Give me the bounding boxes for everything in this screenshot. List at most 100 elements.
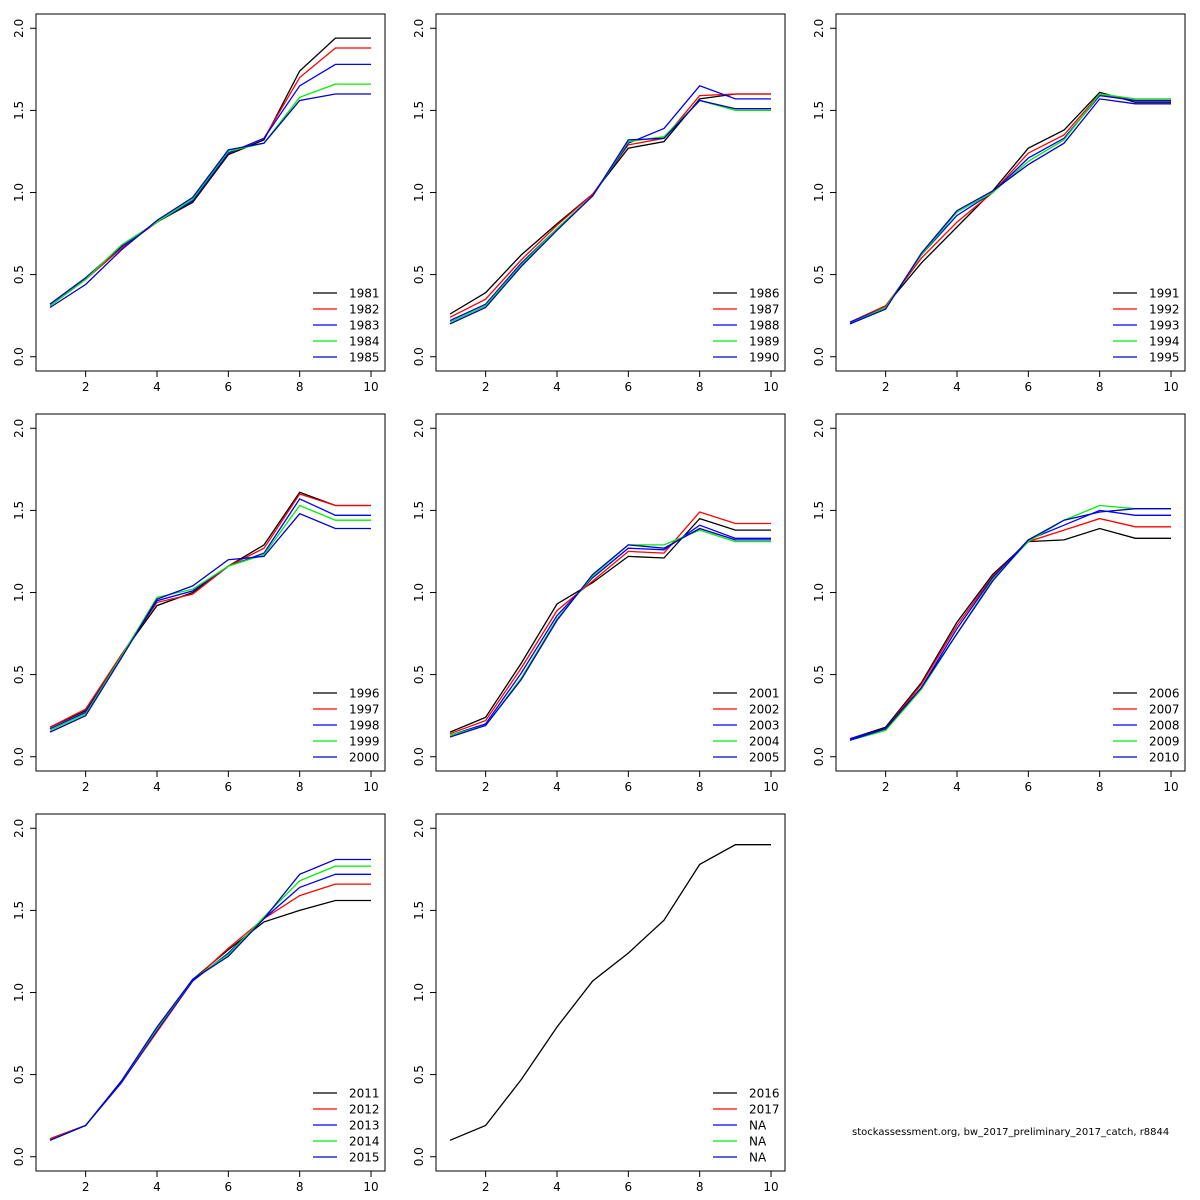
y-tick-label: 0.5 [812, 265, 826, 284]
series-line-1985 [49, 93, 371, 309]
x-tick-label: 6 [625, 1180, 633, 1194]
legend-label: 1985 [349, 351, 380, 365]
y-tick-label: 0.5 [412, 665, 426, 684]
plot-frame [835, 13, 1186, 372]
x-tick-label: 4 [153, 380, 161, 394]
y-tick-label: 1.5 [12, 501, 26, 520]
y-tick-label: 0.0 [12, 347, 26, 366]
legend-label: 1997 [349, 703, 380, 717]
x-tick-label: 2 [882, 380, 890, 394]
series-line-1991 [849, 91, 1171, 323]
panel-1: 2 4 6 8 10 0.0 0.5 1.0 1.5 2.0 1981 1982 1983 1984 198… [12, 13, 386, 394]
y-tick-label: 0.0 [12, 1147, 26, 1166]
series-line-1987 [449, 93, 771, 318]
legend-label: 1994 [1149, 335, 1180, 349]
series-line-2014 [49, 865, 371, 1141]
legend-label: 2016 [749, 1087, 780, 1101]
series-line-2004 [449, 529, 771, 737]
plot-frame [435, 813, 786, 1172]
legend-label: 1992 [1149, 303, 1180, 317]
series-line-2013 [49, 873, 371, 1141]
legend-label: 2010 [1149, 751, 1180, 765]
series-line-2015 [49, 858, 371, 1141]
series-line-1981 [49, 37, 371, 305]
x-tick-label: 2 [82, 1180, 90, 1194]
x-tick-label: 4 [153, 1180, 161, 1194]
legend-label: 2004 [749, 735, 780, 749]
y-tick-label: 1.0 [812, 183, 826, 202]
legend-label: 1990 [749, 351, 780, 365]
legend-label: 2006 [1149, 687, 1180, 701]
legend-label: 1987 [749, 303, 780, 317]
x-tick-label: 10 [363, 780, 378, 794]
x-tick-label: 8 [1096, 380, 1104, 394]
series-line-1984 [49, 83, 371, 307]
legend-label: 1988 [749, 319, 780, 333]
series-line-2008 [849, 509, 1171, 740]
x-tick-label: 2 [82, 780, 90, 794]
y-tick-label: 0.5 [12, 1065, 26, 1084]
x-tick-label: 10 [363, 1180, 378, 1194]
y-tick-label: 2.0 [412, 19, 426, 38]
x-tick-label: 4 [153, 780, 161, 794]
x-tick-label: 6 [225, 1180, 233, 1194]
x-tick-label: 6 [1025, 780, 1033, 794]
x-tick-label: 6 [1025, 380, 1033, 394]
y-tick-label: 2.0 [12, 419, 26, 438]
legend-label: 1991 [1149, 287, 1180, 301]
x-tick-label: 10 [763, 1180, 778, 1194]
y-tick-label: 1.5 [812, 501, 826, 520]
y-tick-label: 1.0 [12, 183, 26, 202]
y-tick-label: 1.0 [812, 583, 826, 602]
y-tick-label: 1.5 [12, 101, 26, 120]
panel-3: 2 4 6 8 10 0.0 0.5 1.0 1.5 2.0 1991 1992 1993 1994 199… [812, 13, 1186, 394]
x-tick-label: 4 [953, 380, 961, 394]
legend-label: 2003 [749, 719, 780, 733]
legend-label: 1995 [1149, 351, 1180, 365]
plot-frame [35, 13, 386, 372]
y-tick-label: 0.5 [412, 1065, 426, 1084]
x-tick-label: 8 [696, 380, 704, 394]
series-line-1995 [849, 98, 1171, 325]
y-tick-label: 1.5 [812, 101, 826, 120]
plot-frame [35, 413, 386, 772]
x-tick-label: 4 [553, 380, 561, 394]
y-tick-label: 2.0 [412, 419, 426, 438]
x-tick-label: 2 [482, 1180, 490, 1194]
x-tick-label: 2 [82, 380, 90, 394]
panel-4: 2 4 6 8 10 0.0 0.5 1.0 1.5 2.0 1996 1997 1998 1999 200… [12, 413, 386, 794]
series-line-1986 [449, 93, 771, 315]
series-line-2000 [49, 512, 371, 733]
legend-label: 2007 [1149, 703, 1180, 717]
y-tick-label: 1.5 [12, 901, 26, 920]
y-tick-label: 1.0 [412, 983, 426, 1002]
legend-label: 2008 [1149, 719, 1180, 733]
series-line-1999 [49, 504, 371, 731]
x-tick-label: 10 [363, 380, 378, 394]
series-line-1990 [449, 99, 771, 325]
y-tick-label: 1.0 [12, 583, 26, 602]
series-line-2005 [449, 527, 771, 738]
panel-5: 2 4 6 8 10 0.0 0.5 1.0 1.5 2.0 2001 2002 2003 2004 200… [412, 413, 786, 794]
series-line-2016 [449, 844, 771, 1141]
x-tick-label: 6 [225, 380, 233, 394]
legend-label: 2005 [749, 751, 780, 765]
x-tick-label: 8 [1096, 780, 1104, 794]
x-tick-label: 10 [763, 780, 778, 794]
x-tick-label: 4 [553, 780, 561, 794]
y-tick-label: 1.5 [412, 901, 426, 920]
series-line-2010 [849, 508, 1171, 741]
series-line-2009 [849, 504, 1171, 741]
legend-label: 1986 [749, 287, 780, 301]
x-tick-label: 8 [296, 380, 304, 394]
series-line-2003 [449, 524, 771, 737]
y-tick-label: 0.0 [412, 747, 426, 766]
legend-label: 2017 [749, 1103, 780, 1117]
x-tick-label: 4 [953, 780, 961, 794]
y-tick-label: 0.0 [12, 747, 26, 766]
legend-label: NA [749, 1119, 767, 1133]
x-tick-label: 10 [1163, 780, 1178, 794]
legend-label: 2009 [1149, 735, 1180, 749]
y-tick-label: 0.0 [412, 347, 426, 366]
